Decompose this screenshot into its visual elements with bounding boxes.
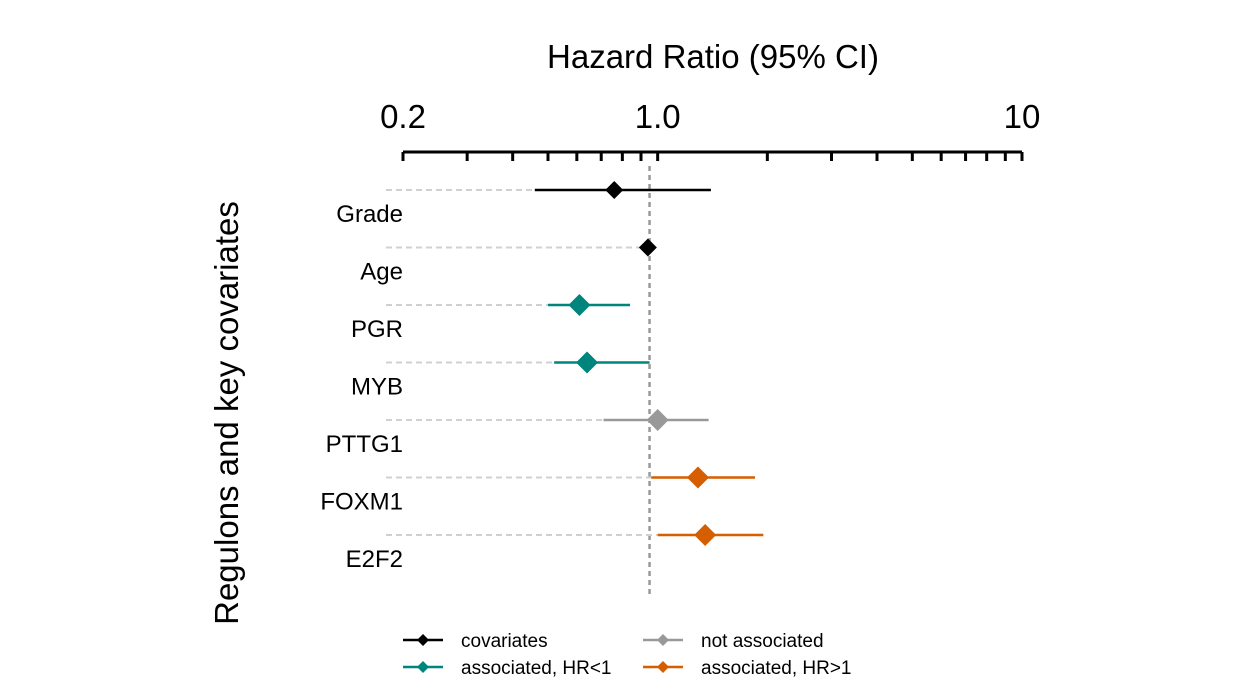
hazard-ratio-point xyxy=(686,466,709,489)
row-label: PTTG1 xyxy=(326,431,403,458)
forest-row: PTTG1 xyxy=(326,409,709,458)
hazard-ratio-point xyxy=(576,351,599,374)
row-label: Age xyxy=(360,259,403,286)
forest-row: FOXM1 xyxy=(320,466,756,516)
hazard-ratio-point xyxy=(638,238,657,257)
row-label: E2F2 xyxy=(346,546,403,573)
legend-marker xyxy=(417,634,429,646)
chart-title: Hazard Ratio (95% CI) xyxy=(547,38,879,75)
forest-row: E2F2 xyxy=(346,524,764,573)
y-axis-label: Regulons and key covariates xyxy=(208,201,245,625)
legend-marker xyxy=(657,634,669,646)
forest-row: Grade xyxy=(336,181,711,228)
legend-entry: associated, HR>1 xyxy=(643,658,852,679)
legend-marker xyxy=(417,661,429,673)
legend-marker xyxy=(657,661,669,673)
legend: covariates not associated associated, HR<1… xyxy=(403,631,852,679)
forest-row: Age xyxy=(360,238,657,286)
forest-row: MYB xyxy=(351,351,650,401)
x-tick-label: 0.2 xyxy=(380,98,426,135)
row-label: PGR xyxy=(351,316,403,343)
legend-entry: not associated xyxy=(643,631,824,652)
x-tick-label: 1.0 xyxy=(635,98,681,135)
legend-label: associated, HR<1 xyxy=(461,658,612,679)
legend-entry: associated, HR<1 xyxy=(403,658,612,679)
legend-label: associated, HR>1 xyxy=(701,658,852,679)
hazard-ratio-point xyxy=(605,181,624,199)
legend-label: covariates xyxy=(461,631,548,652)
row-label: Grade xyxy=(336,201,403,228)
forest-row: PGR xyxy=(351,294,631,343)
hazard-ratio-point xyxy=(694,524,717,546)
row-label: MYB xyxy=(351,374,403,401)
legend-entry: covariates xyxy=(403,631,548,652)
x-tick-label: 10 xyxy=(1004,98,1041,135)
row-label: FOXM1 xyxy=(320,489,403,516)
hazard-ratio-point xyxy=(568,294,591,316)
x-axis: 0.2 1.0 10 xyxy=(380,98,1040,161)
legend-label: not associated xyxy=(701,631,824,652)
forest-rows: Grade Age PGR MYB PTTG1 FOXM1 E2F2 xyxy=(320,181,764,573)
hazard-ratio-point xyxy=(646,409,669,431)
